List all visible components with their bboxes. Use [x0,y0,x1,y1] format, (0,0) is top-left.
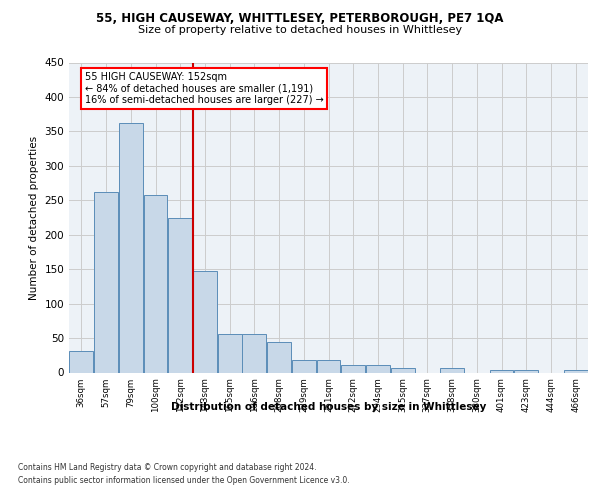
Bar [168,218,192,372]
Bar [341,365,365,372]
Bar [70,351,94,372]
Bar [490,370,514,372]
Text: Size of property relative to detached houses in Whittlesey: Size of property relative to detached ho… [138,25,462,35]
Bar [193,270,217,372]
Bar [267,342,291,372]
Y-axis label: Number of detached properties: Number of detached properties [29,136,39,300]
Bar [563,370,587,372]
Bar [218,334,242,372]
Bar [440,368,464,372]
Text: Contains HM Land Registry data © Crown copyright and database right 2024.: Contains HM Land Registry data © Crown c… [18,462,317,471]
Bar [94,192,118,372]
Text: Contains public sector information licensed under the Open Government Licence v3: Contains public sector information licen… [18,476,350,485]
Bar [317,360,340,372]
Bar [242,334,266,372]
Bar [292,360,316,372]
Bar [143,195,167,372]
Text: Distribution of detached houses by size in Whittlesey: Distribution of detached houses by size … [171,402,487,412]
Bar [391,368,415,372]
Bar [366,365,390,372]
Text: 55 HIGH CAUSEWAY: 152sqm
← 84% of detached houses are smaller (1,191)
16% of sem: 55 HIGH CAUSEWAY: 152sqm ← 84% of detach… [85,72,323,105]
Text: 55, HIGH CAUSEWAY, WHITTLESEY, PETERBOROUGH, PE7 1QA: 55, HIGH CAUSEWAY, WHITTLESEY, PETERBORO… [96,12,504,24]
Bar [514,370,538,372]
Bar [119,123,143,372]
